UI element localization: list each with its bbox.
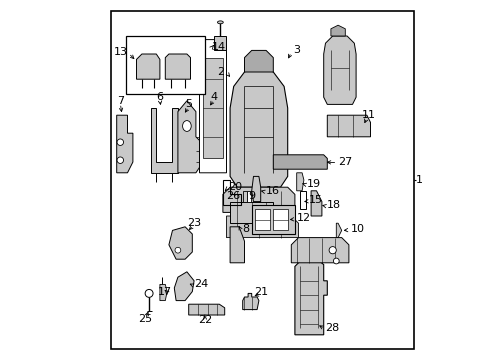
Ellipse shape (333, 258, 339, 264)
Text: 14: 14 (212, 42, 226, 52)
Text: 17: 17 (158, 287, 172, 297)
Text: 23: 23 (186, 218, 201, 228)
Polygon shape (310, 191, 321, 216)
Text: 5: 5 (185, 99, 192, 109)
Ellipse shape (145, 289, 153, 297)
Bar (242, 191, 246, 202)
Text: 22: 22 (197, 315, 212, 325)
Text: 3: 3 (292, 45, 300, 55)
Polygon shape (244, 50, 273, 72)
Polygon shape (226, 216, 298, 238)
Polygon shape (223, 187, 294, 212)
Polygon shape (230, 65, 287, 187)
Ellipse shape (117, 157, 123, 163)
Text: 25: 25 (138, 314, 152, 324)
Ellipse shape (328, 247, 336, 254)
Text: 26: 26 (225, 191, 240, 201)
Ellipse shape (182, 121, 191, 131)
Text: 19: 19 (306, 179, 320, 189)
Polygon shape (151, 108, 178, 173)
Text: 6: 6 (156, 92, 163, 102)
Polygon shape (273, 155, 326, 169)
Bar (273, 209, 287, 230)
Bar (251, 205, 294, 234)
Ellipse shape (175, 247, 181, 253)
Polygon shape (242, 293, 258, 310)
Polygon shape (230, 227, 244, 263)
Bar (247, 191, 250, 202)
Polygon shape (323, 36, 355, 104)
Polygon shape (117, 115, 133, 173)
Polygon shape (291, 238, 348, 263)
Text: 15: 15 (309, 195, 323, 205)
Text: 16: 16 (265, 186, 280, 196)
Polygon shape (188, 304, 224, 315)
Polygon shape (136, 54, 160, 79)
Polygon shape (251, 176, 260, 202)
Bar (111, 11, 413, 349)
Text: 12: 12 (296, 213, 310, 223)
Text: 1: 1 (415, 175, 422, 185)
Polygon shape (165, 54, 190, 79)
Polygon shape (326, 115, 370, 137)
Text: 24: 24 (194, 279, 208, 289)
Polygon shape (330, 25, 345, 36)
Text: 4: 4 (210, 92, 217, 102)
Text: 11: 11 (361, 110, 375, 120)
Text: 9: 9 (247, 191, 255, 201)
Bar (203, 58, 223, 158)
Polygon shape (174, 272, 194, 301)
Text: 2: 2 (217, 67, 224, 77)
Text: 7: 7 (117, 96, 123, 106)
Text: 21: 21 (253, 287, 267, 297)
Text: 10: 10 (350, 224, 364, 234)
Bar (213, 36, 226, 50)
Polygon shape (199, 40, 226, 173)
Ellipse shape (217, 21, 223, 24)
Text: 8: 8 (242, 224, 249, 234)
Polygon shape (160, 284, 167, 301)
Bar (125, 36, 204, 94)
Polygon shape (294, 257, 326, 335)
Polygon shape (168, 227, 192, 259)
Ellipse shape (117, 139, 123, 145)
Text: 27: 27 (337, 157, 352, 167)
Polygon shape (296, 173, 303, 191)
Text: 13: 13 (113, 47, 127, 57)
Bar (230, 202, 273, 223)
Bar (255, 209, 269, 230)
Text: 18: 18 (326, 200, 341, 210)
Polygon shape (178, 101, 203, 173)
Text: 20: 20 (228, 182, 242, 192)
Polygon shape (336, 223, 341, 238)
Text: 28: 28 (325, 323, 339, 333)
